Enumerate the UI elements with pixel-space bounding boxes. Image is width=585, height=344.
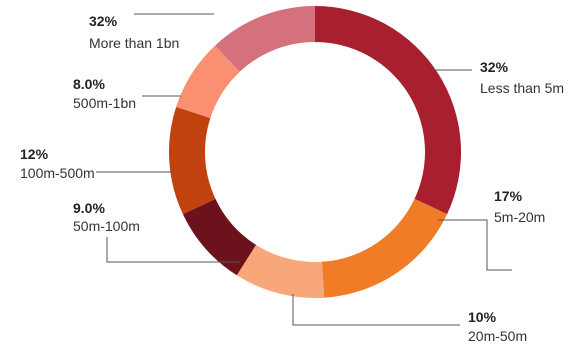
slice-label-50m-100m: 50m-100m (73, 218, 140, 234)
slice-percent-less-than-5m: 32% (480, 59, 509, 75)
slice-percent-more-than-1bn: 32% (89, 13, 118, 29)
donut-slice-100m-500m (169, 106, 216, 215)
slice-label-less-than-5m: Less than 5m (480, 80, 564, 96)
leader-5m-20m (438, 219, 512, 271)
donut-slices (169, 6, 461, 298)
slice-percent-5m-20m: 17% (494, 188, 523, 204)
slice-label-20m-50m: 20m-50m (468, 328, 527, 344)
slice-label-5m-20m: 5m-20m (494, 209, 545, 225)
donut-slice-more-than-1bn (215, 6, 315, 72)
slice-label-100m-500m: 100m-500m (20, 165, 95, 181)
donut-slice-500m-1bn (176, 45, 240, 119)
slice-label-500m-1bn: 500m-1bn (73, 95, 136, 111)
donut-slice-5m-20m (321, 198, 448, 298)
leader-50m-100m (106, 237, 240, 263)
leader-lines (96, 13, 512, 326)
slice-label-more-than-1bn: More than 1bn (89, 35, 179, 51)
slice-percent-50m-100m: 9.0% (73, 200, 105, 216)
donut-slice-less-than-5m (315, 6, 461, 215)
slice-percent-20m-50m: 10% (468, 309, 497, 325)
leader-20m-50m (292, 294, 460, 326)
donut-slice-20m-50m (236, 244, 325, 298)
donut-slice-50m-100m (182, 198, 257, 276)
slice-percent-500m-1bn: 8.0% (73, 76, 105, 92)
slice-percent-100m-500m: 12% (20, 146, 49, 162)
